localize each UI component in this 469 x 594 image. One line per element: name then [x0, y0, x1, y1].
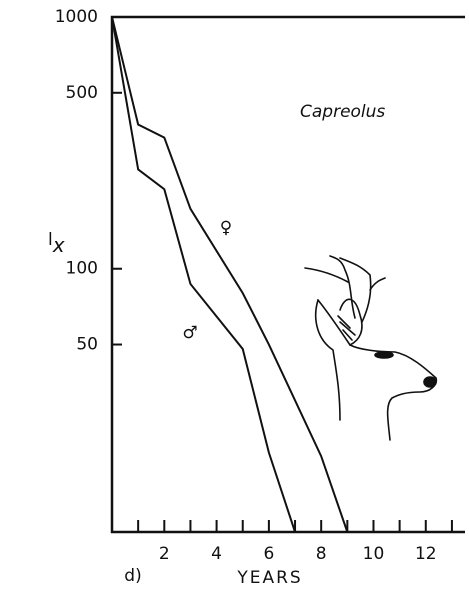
x-tick-label: 2	[159, 544, 170, 564]
y-tick-label: 1000	[55, 7, 98, 27]
y-label-sub: x	[52, 233, 65, 257]
chart-title: Capreolus	[300, 102, 385, 122]
panel-label: d)	[124, 566, 141, 586]
survival-line	[111, 16, 296, 533]
deer-drawing	[304, 255, 438, 441]
x-axis-label: YEARS	[236, 568, 302, 588]
x-tick-label: 8	[316, 544, 327, 564]
survival-line	[111, 16, 349, 533]
y-label-main: l	[48, 230, 53, 250]
x-tick-label: 4	[211, 544, 222, 564]
x-tick-label: 6	[263, 544, 274, 564]
series-label: ♀	[220, 218, 232, 238]
series-label: ♂	[182, 323, 197, 343]
y-tick-label: 500	[66, 83, 98, 103]
x-tick-label: 10	[363, 544, 385, 564]
y-tick-label: 100	[66, 259, 98, 279]
y-tick-label: 50	[76, 335, 98, 355]
y-axis-label: lx	[48, 230, 65, 257]
x-tick-label: 12	[415, 544, 437, 564]
axes	[110, 15, 465, 534]
